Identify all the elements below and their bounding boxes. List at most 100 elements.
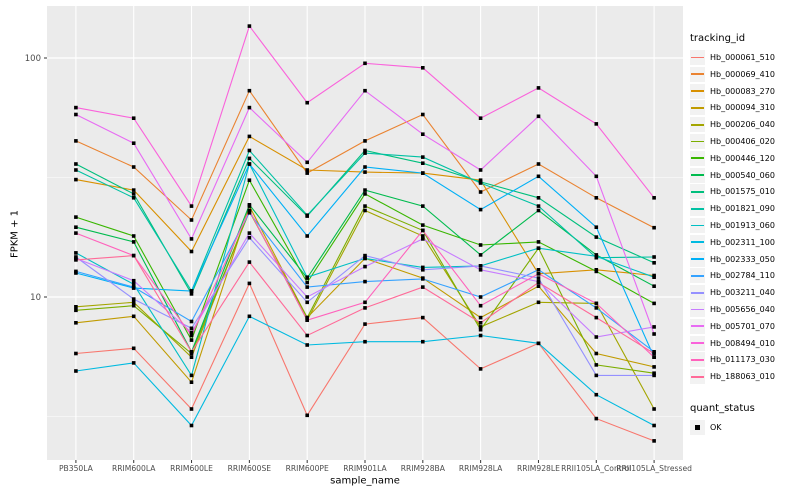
data-point-marker xyxy=(652,275,656,279)
legend-item-label: Hb_011173_030 xyxy=(710,355,775,365)
x-tick-label: RRII105LA_Stressed xyxy=(616,464,692,473)
data-point-marker xyxy=(74,308,78,313)
data-points xyxy=(74,24,656,443)
data-point-marker xyxy=(363,204,367,208)
data-point-marker xyxy=(247,105,252,110)
data-point-marker xyxy=(652,371,656,375)
x-tick-label: RRIM600LE xyxy=(170,464,213,473)
legend-key-line-icon xyxy=(690,285,705,301)
data-point-marker xyxy=(189,249,194,254)
data-point-marker xyxy=(478,190,483,194)
data-point-marker xyxy=(421,285,425,289)
data-point-marker xyxy=(363,306,367,310)
x-tick-label: RRIM600SE xyxy=(228,464,272,473)
data-point-marker xyxy=(478,116,483,120)
legend-key-line-icon xyxy=(690,100,705,116)
data-point-marker xyxy=(247,24,252,28)
data-point-marker xyxy=(536,284,541,288)
data-point-marker xyxy=(652,365,656,369)
data-point-marker xyxy=(363,148,367,153)
data-point-marker xyxy=(131,188,136,192)
legend-key-color-line xyxy=(691,140,704,143)
data-point-marker xyxy=(189,373,194,378)
data-point-marker xyxy=(189,326,194,331)
data-point-marker xyxy=(652,255,656,259)
data-point-marker xyxy=(652,373,656,378)
data-point-marker xyxy=(363,256,367,261)
data-point-marker xyxy=(305,333,309,338)
data-point-marker xyxy=(594,122,599,126)
data-point-marker xyxy=(189,338,194,342)
legend-item: Hb_008494_010 xyxy=(690,335,775,351)
data-point-marker xyxy=(131,165,136,169)
legend-item: Hb_188063_010 xyxy=(690,369,775,385)
data-point-marker xyxy=(363,300,367,305)
data-point-marker xyxy=(305,413,309,418)
legend-key-color-line xyxy=(691,90,704,92)
data-point-marker xyxy=(536,280,541,285)
legend-title-quant-status: quant_status xyxy=(690,403,755,414)
legend-key-color-line xyxy=(691,241,704,244)
legend-key-line-icon xyxy=(690,117,705,133)
data-point-marker xyxy=(247,178,252,182)
data-point-marker xyxy=(363,253,367,258)
legend-item: Hb_000083_270 xyxy=(690,83,775,99)
data-point-marker xyxy=(478,327,483,332)
legend-item: Hb_001821_090 xyxy=(690,201,775,217)
y-tick-label: 10 xyxy=(30,293,41,303)
data-point-marker xyxy=(594,392,599,397)
data-point-marker xyxy=(478,243,483,247)
y-tick-label: 100 xyxy=(25,54,41,64)
data-point-marker xyxy=(305,285,309,289)
legend-key-line-icon xyxy=(690,83,705,99)
data-point-marker xyxy=(478,181,483,185)
legend-key-color-line xyxy=(691,358,704,361)
legend-item-label: Hb_005656_040 xyxy=(710,305,775,314)
data-point-marker xyxy=(652,284,656,288)
x-tick-label: RRIM901LA xyxy=(343,464,387,473)
legend-key-line-icon xyxy=(690,184,705,200)
data-point-marker xyxy=(652,439,656,443)
data-point-marker xyxy=(189,423,194,428)
data-point-marker xyxy=(536,268,541,272)
data-point-marker xyxy=(247,231,252,235)
legend-key-color-line xyxy=(691,258,704,260)
data-point-marker xyxy=(536,86,541,90)
data-point-marker xyxy=(652,351,656,356)
data-point-marker xyxy=(478,367,483,371)
data-point-marker xyxy=(131,196,136,200)
legend-key-color-line xyxy=(691,224,704,227)
data-point-marker xyxy=(74,139,78,143)
data-point-marker xyxy=(421,268,425,272)
legend-key-color-line xyxy=(691,291,704,294)
data-point-marker xyxy=(189,237,194,241)
data-point-marker xyxy=(536,162,541,166)
data-point-marker xyxy=(536,208,541,213)
data-point-marker xyxy=(421,234,425,238)
legend-key-color-line xyxy=(691,56,704,59)
legend-key-line-icon xyxy=(690,167,705,183)
data-point-marker xyxy=(189,289,194,293)
legend-item-label: Hb_000446_120 xyxy=(710,153,775,163)
legend-item-label: Hb_000206_040 xyxy=(710,120,775,130)
data-point-marker xyxy=(131,314,136,319)
data-point-marker xyxy=(478,295,483,299)
data-point-marker xyxy=(594,235,599,239)
data-point-marker xyxy=(536,240,541,244)
data-point-marker xyxy=(363,188,367,192)
legend-item: Hb_000406_020 xyxy=(690,134,775,149)
data-point-marker xyxy=(478,168,483,172)
data-point-marker xyxy=(131,361,136,365)
x-tick-label: RRIM600PE xyxy=(286,464,329,473)
data-point-marker xyxy=(189,355,194,359)
data-point-marker xyxy=(74,162,78,166)
legend-item: Hb_002311_100 xyxy=(690,234,775,250)
data-point-marker xyxy=(421,277,425,281)
data-point-marker xyxy=(421,228,425,233)
data-point-marker xyxy=(305,300,309,305)
legend-key-line-icon xyxy=(690,234,705,250)
legend-key-line-icon xyxy=(690,50,705,65)
data-point-marker xyxy=(74,321,78,325)
